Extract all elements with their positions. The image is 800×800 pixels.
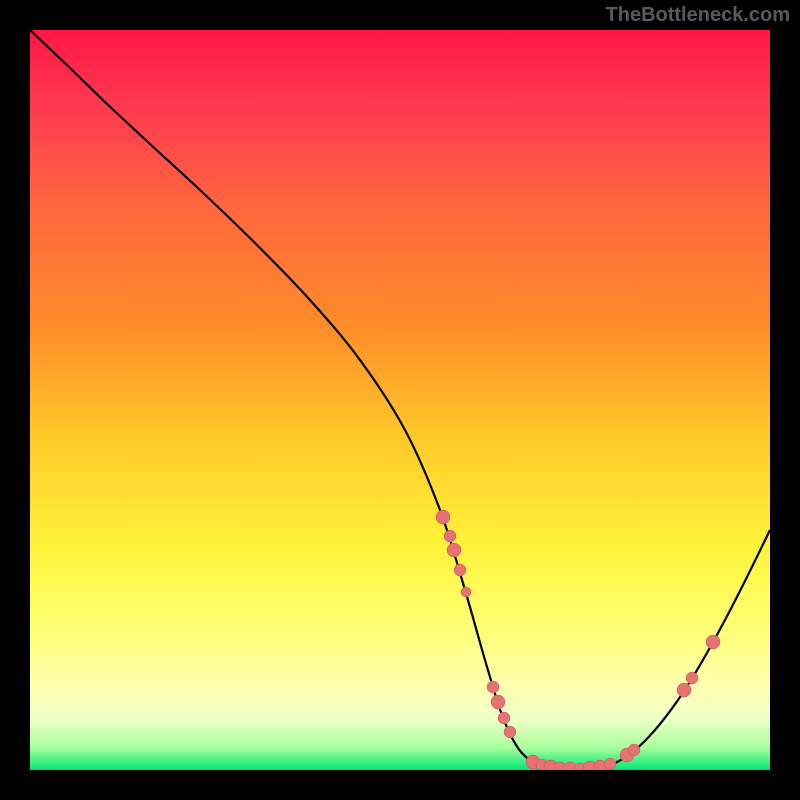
data-marker (454, 564, 466, 576)
data-marker (628, 744, 640, 756)
curve-layer (30, 30, 770, 770)
chart-area (30, 30, 770, 770)
data-marker (504, 726, 516, 738)
data-marker (487, 681, 499, 693)
data-marker (491, 695, 505, 709)
data-marker (461, 587, 471, 597)
data-marker (444, 530, 456, 542)
data-marker (677, 683, 691, 697)
data-marker (604, 758, 616, 770)
bottleneck-curve (30, 30, 770, 769)
watermark-text: TheBottleneck.com (606, 4, 790, 27)
data-marker (706, 635, 720, 649)
data-marker (686, 672, 698, 684)
data-marker (498, 712, 510, 724)
data-marker (447, 543, 461, 557)
data-marker (436, 510, 450, 524)
